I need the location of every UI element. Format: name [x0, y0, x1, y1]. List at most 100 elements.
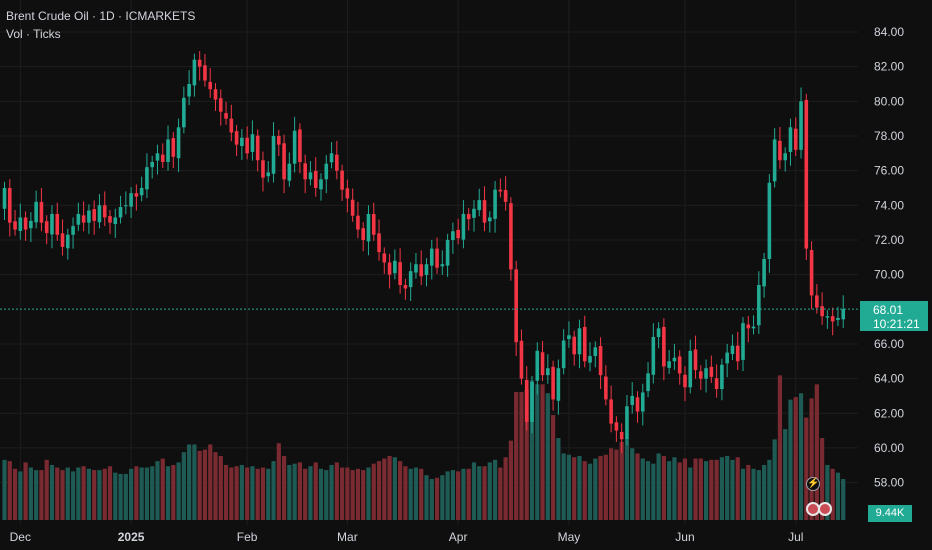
candle-body — [155, 153, 160, 161]
candle-body — [540, 352, 545, 376]
volume-bar — [297, 462, 302, 520]
volume-bar — [239, 464, 244, 520]
candle-body — [672, 357, 677, 362]
candle-body — [2, 187, 7, 209]
volume-bar — [245, 467, 250, 520]
candle-body — [825, 316, 830, 318]
volume-bar — [18, 471, 23, 520]
candle-body — [788, 127, 793, 152]
volume-bar — [329, 464, 334, 520]
volume-histogram — [2, 375, 846, 520]
flash-icon[interactable]: ⚡ — [806, 477, 820, 491]
candle-body — [535, 350, 540, 381]
candle-body — [461, 213, 466, 240]
volume-bar — [814, 384, 819, 520]
candle-body — [366, 213, 371, 242]
volume-bar — [398, 461, 403, 520]
candle-body — [18, 217, 23, 231]
volume-bar — [281, 456, 287, 520]
candle-body — [29, 220, 33, 229]
volume-bar — [556, 438, 561, 520]
candle-body — [403, 285, 408, 289]
candle-body — [836, 317, 840, 321]
volume-bar — [709, 459, 714, 520]
volume-bar — [39, 470, 44, 520]
volume-bar — [229, 467, 234, 520]
candle-body — [804, 99, 809, 249]
volume-bar — [466, 468, 471, 520]
candle-body — [361, 228, 365, 240]
volume-bar — [519, 392, 524, 520]
volume-bar — [772, 439, 777, 520]
candle-body — [97, 205, 102, 223]
candle-body — [614, 422, 619, 431]
candle-body — [683, 374, 687, 388]
volume-bar — [345, 467, 350, 520]
volume-bar — [609, 448, 614, 520]
candle-body — [129, 193, 133, 207]
volume-bar — [645, 461, 651, 520]
volume-bar — [303, 468, 308, 520]
volume-bar — [698, 458, 703, 520]
candle-body — [166, 139, 170, 162]
candle-body — [329, 153, 334, 163]
candle-body — [572, 336, 576, 355]
candle-body — [646, 373, 650, 392]
candle-body — [767, 182, 772, 260]
volume-bar — [403, 466, 408, 520]
volume-bar — [192, 444, 197, 520]
candle-body — [203, 65, 207, 81]
volume-bar — [287, 464, 292, 520]
volume-bar — [144, 467, 150, 520]
candle-body — [730, 345, 735, 354]
volume-bar — [719, 457, 724, 520]
volume-bar — [81, 466, 86, 520]
candle-body — [176, 127, 181, 159]
candle-body — [662, 326, 666, 367]
volume-bar — [202, 449, 208, 520]
volume-bar — [255, 468, 260, 520]
volume-bar — [324, 470, 329, 520]
candle-body — [350, 199, 355, 216]
candle-body — [266, 172, 271, 177]
volume-bar — [113, 472, 118, 520]
candle-body — [134, 193, 139, 197]
volume-bar — [292, 463, 297, 520]
candle-body — [799, 101, 803, 150]
volume-bar — [477, 466, 482, 520]
volume-bar — [762, 464, 767, 520]
candle-body — [150, 161, 154, 168]
volume-bar — [123, 473, 128, 520]
volume-bar — [703, 461, 709, 520]
candle-body — [160, 154, 165, 162]
candle-body — [757, 285, 761, 326]
candle-body — [815, 295, 819, 308]
volume-bar — [656, 453, 661, 520]
price-tick-label: 70.00 — [874, 268, 904, 282]
candle-body — [667, 361, 671, 368]
volume-bar — [693, 458, 698, 520]
candle-body — [282, 143, 286, 180]
volume-bar — [730, 459, 735, 520]
volume-bar — [619, 441, 624, 520]
candle-body — [493, 189, 497, 219]
candle-body — [688, 350, 693, 388]
volume-bar — [672, 457, 677, 520]
candle-body — [561, 340, 566, 369]
time-tick-label: Jun — [675, 530, 694, 544]
volume-bar — [487, 462, 492, 520]
candle-body — [23, 217, 28, 230]
price-tick-label: 80.00 — [874, 94, 904, 108]
us-flag-icon[interactable] — [818, 502, 832, 516]
candle-body — [604, 376, 608, 400]
candlestick-series — [2, 51, 846, 454]
volume-bar — [577, 456, 582, 520]
volume-bar — [429, 479, 434, 520]
volume-bar — [234, 466, 239, 520]
candle-body — [735, 345, 740, 362]
candle-body — [609, 399, 613, 424]
volume-bar — [313, 462, 318, 520]
candle-body — [108, 216, 112, 223]
volume-bar — [587, 463, 593, 520]
